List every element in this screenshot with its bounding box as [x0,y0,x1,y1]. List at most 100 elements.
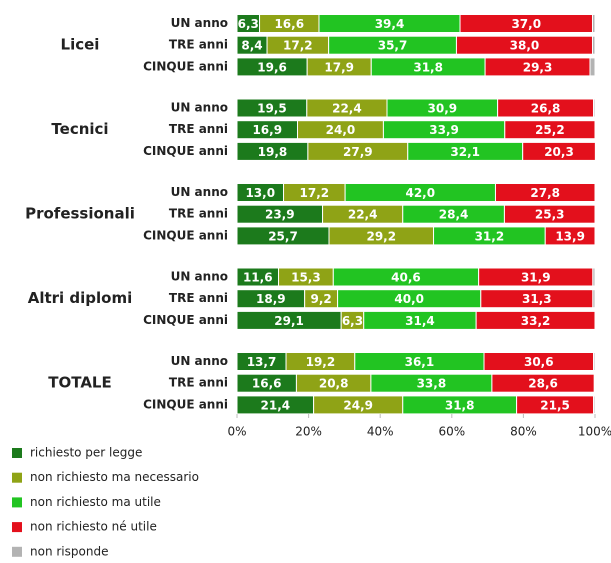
value-label: 20,8 [319,377,349,391]
bar-segment [494,183,596,202]
value-label: 6,3 [238,17,259,31]
value-label: 28,4 [439,208,469,222]
value-label: 33,8 [417,377,447,391]
value-label: 16,6 [274,17,304,31]
bar-segment [592,289,596,309]
value-label: 19,8 [258,145,288,159]
value-label: 13,0 [245,186,275,200]
x-tick-label: 40% [367,425,394,439]
group-label: Licei [61,36,100,54]
legend-label: richiesto per legge [30,446,142,460]
value-label: 22,4 [348,208,378,222]
legend-swatch [12,472,22,483]
group-label: TOTALE [48,374,111,392]
bar-segment [593,373,596,393]
value-label: 18,9 [256,292,286,306]
value-label: 30,6 [524,355,554,369]
bar-segment [504,120,596,140]
x-tick-label: 60% [438,425,465,439]
row-label: UN anno [171,101,228,115]
row-label: TRE anni [169,122,228,136]
value-label: 8,4 [241,39,262,53]
bar-segment [503,204,596,224]
legend-label: non richiesto ma utile [30,495,161,509]
value-label: 29,2 [366,229,396,243]
row-label: UN anno [171,270,228,284]
bar-segment [591,35,596,55]
value-label: 25,2 [535,123,565,137]
x-tick-label: 0% [227,425,246,439]
group-label: Professionali [25,205,135,223]
value-label: 27,8 [530,186,560,200]
row-label: CINQUE anni [143,59,228,73]
bar-segment [592,267,596,287]
value-label: 21,4 [261,398,291,412]
bar-segment [593,98,596,118]
value-label: 31,9 [521,271,551,285]
legend-label: non richiesto né utile [30,520,157,534]
value-label: 33,2 [521,314,551,328]
value-label: 31,2 [475,229,505,243]
legend-swatch [12,448,22,458]
value-label: 29,3 [523,60,553,74]
row-label: CINQUE anni [143,144,228,158]
value-label: 25,3 [535,208,565,222]
value-label: 11,6 [243,271,273,285]
value-label: 16,6 [252,377,282,391]
value-label: 38,0 [510,39,540,53]
row-label: TRE anni [169,38,228,52]
value-label: 15,3 [291,271,321,285]
value-label: 9,2 [310,292,331,306]
value-label: 39,4 [375,17,405,31]
group-label: Altri diplomi [28,289,133,307]
value-label: 25,7 [268,229,298,243]
value-label: 13,7 [247,355,277,369]
value-label: 31,3 [522,292,552,306]
group-label: Tecnici [51,120,108,138]
value-label: 6,3 [342,314,363,328]
value-label: 17,2 [283,39,313,53]
value-label: 35,7 [378,39,408,53]
value-label: 19,6 [257,60,287,74]
value-label: 27,9 [343,145,373,159]
value-label: 24,9 [343,398,373,412]
row-label: CINQUE anni [143,228,228,242]
value-label: 13,9 [555,229,585,243]
value-label: 32,1 [450,145,480,159]
row-label: UN anno [171,185,228,199]
value-label: 24,0 [326,123,356,137]
value-label: 17,2 [300,186,330,200]
x-tick-label: 20% [295,425,322,439]
value-label: 31,8 [445,398,475,412]
value-label: 22,4 [332,102,362,116]
value-label: 16,9 [252,123,282,137]
x-tick-label: 80% [510,425,537,439]
value-label: 19,5 [257,102,287,116]
legend-label: non richiesto ma necessario [30,470,199,484]
value-label: 17,9 [324,60,354,74]
row-label: TRE anni [169,207,228,221]
row-label: CINQUE anni [143,313,228,327]
value-label: 31,8 [413,60,443,74]
value-label: 33,9 [429,123,459,137]
value-label: 42,0 [405,186,435,200]
value-label: 29,1 [274,314,304,328]
value-label: 23,9 [265,208,295,222]
bar-segment [591,14,596,33]
row-label: TRE anni [169,291,228,305]
legend-label: non risponde [30,544,108,558]
bar-segment [475,310,596,330]
legend-swatch [12,546,22,557]
value-label: 36,1 [405,355,435,369]
row-label: TRE anni [169,376,228,390]
legend-swatch [12,497,22,508]
bar-segment [544,226,596,246]
value-label: 21,5 [540,398,570,412]
row-label: UN anno [171,16,228,30]
value-label: 20,3 [544,145,574,159]
bar-segment [589,57,596,77]
value-label: 40,6 [391,271,421,285]
value-label: 19,2 [306,355,336,369]
row-label: UN anno [171,354,228,368]
